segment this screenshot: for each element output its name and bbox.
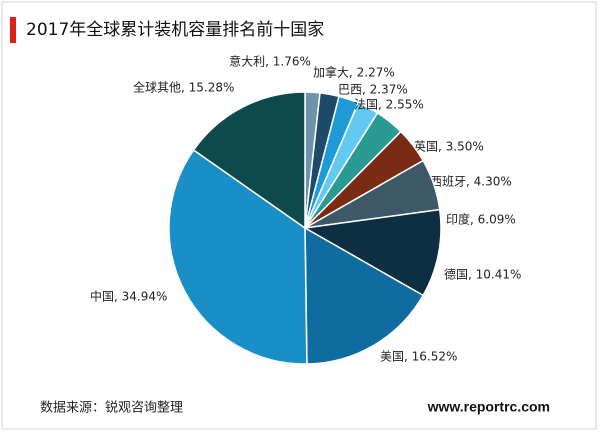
title-bar: [10, 17, 16, 43]
data-label: 英国, 3.50%: [414, 140, 484, 154]
source: 数据来源：锐观咨询整理: [40, 401, 183, 416]
pie-slice: [168, 148, 308, 365]
data-label: 德国, 10.41%: [444, 267, 521, 282]
data-label: 西班牙, 4.30%: [430, 175, 512, 189]
data-label: 印度, 6.09%: [446, 212, 516, 227]
data-label: 法国, 2.55%: [354, 98, 424, 112]
data-label: 全球其他, 15.28%: [133, 80, 234, 95]
website: www.reportrc.com: [427, 399, 550, 415]
data-label: 巴西, 2.37%: [338, 83, 408, 97]
data-label: 美国, 16.52%: [380, 350, 457, 364]
data-label: 中国, 34.94%: [90, 289, 167, 304]
pie-slice: [302, 208, 442, 297]
data-label: 意大利, 1.76%: [229, 54, 311, 69]
pie-slice: [304, 226, 425, 365]
chart-title: 2017年全球累计装机容量排名前十国家: [26, 20, 324, 40]
data-label: 加拿大, 2.27%: [313, 65, 395, 80]
pie-slice: [192, 91, 306, 230]
